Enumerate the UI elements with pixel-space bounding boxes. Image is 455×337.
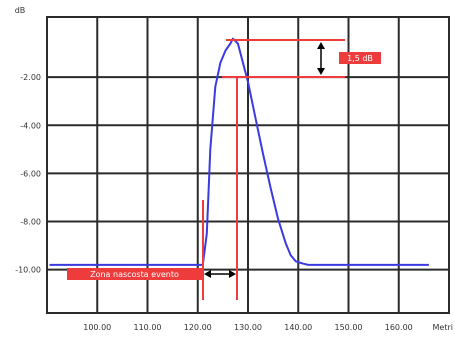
y-tick-label: -2.00 xyxy=(20,73,41,82)
x-tick-label: 110.00 xyxy=(134,323,162,332)
level-arrow-head-down xyxy=(317,68,325,75)
zone-arrow-head-left xyxy=(204,270,211,278)
zone-label-box xyxy=(67,268,202,280)
level-label-box xyxy=(339,52,381,64)
chart-marks xyxy=(49,37,429,266)
chart-grid xyxy=(46,16,450,314)
zone-label: Zona nascosta evento xyxy=(90,270,179,279)
chart-labels: dB -2.00 -4.00 -6.00 -8.00 -10.00 100.00 110.00… xyxy=(15,6,453,332)
y-tick-label: -8.00 xyxy=(20,218,41,227)
series-line xyxy=(49,37,429,266)
x-tick-label: 160.00 xyxy=(385,323,413,332)
x-tick-label: 100.00 xyxy=(83,323,111,332)
chart-annotations: 1,5 dB Zona nascosta evento xyxy=(67,39,381,300)
x-tick-label: 150.00 xyxy=(335,323,363,332)
y-tick-label: -6.00 xyxy=(20,169,41,178)
x-tick-label: 140.00 xyxy=(284,323,312,332)
y-tick-label: -10.00 xyxy=(15,266,41,275)
level-arrow-head-up xyxy=(317,42,325,49)
y-axis-unit: dB xyxy=(15,6,26,15)
level-label: 1,5 dB xyxy=(347,54,373,63)
x-axis-unit: Metri xyxy=(433,323,453,332)
x-tick-label: 130.00 xyxy=(234,323,262,332)
zone-arrow-head-right xyxy=(229,270,236,278)
x-tick-label: 120.00 xyxy=(184,323,212,332)
y-tick-label: -4.00 xyxy=(20,121,41,130)
